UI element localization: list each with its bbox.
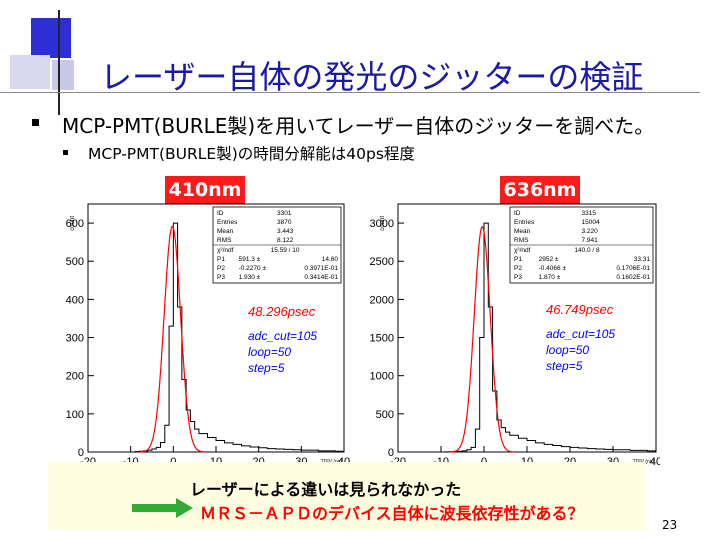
stats-key: Mean [514, 228, 531, 235]
y-tick-label: 0 [78, 447, 84, 459]
y-tick-label: 2500 [370, 256, 394, 268]
stats-error: 0.3971E-01 [304, 265, 338, 272]
histogram-410nm: 0100200300400500600-20-10010203040countT… [66, 203, 350, 468]
slide-title: レーザー自体の発光のジッターの検証 [100, 58, 644, 96]
stats-value: 8.122 [277, 237, 294, 244]
cut-parameter-label: step=5 [546, 359, 583, 373]
stats-value: 1.870 ± [539, 274, 561, 281]
y-tick-label: 200 [66, 371, 84, 383]
wavelength-tag-410: 410nm [165, 176, 245, 204]
y-axis-label: count [70, 216, 76, 231]
y-tick-label: 3000 [370, 218, 394, 230]
conclusion-line-1: レーザーによる違いは見られなかった [190, 480, 462, 499]
stats-key: ID [514, 210, 521, 217]
stats-error: 0.3414E-01 [304, 274, 338, 281]
y-tick-label: 500 [66, 256, 84, 268]
stats-value: 140.0 / 8 [574, 247, 600, 254]
bullet-marker [32, 119, 39, 126]
stats-key: χ²/ndf [514, 247, 531, 254]
sub-bullet-1: MCP-PMT(BURLE製)の時間分解能は40ps程度 [88, 145, 415, 163]
stats-value: 3301 [277, 210, 292, 217]
stats-value: 2952 ± [539, 256, 559, 263]
stats-key: P1 [514, 256, 522, 263]
stats-value: 7.941 [582, 237, 599, 244]
y-tick-label: 1500 [370, 333, 394, 345]
stats-key: Mean [217, 228, 234, 235]
conclusion-line-2: ＭＲＳ－ＡＰＤのデバイス自体に波長依存性がある？ [200, 504, 584, 523]
stats-value: 3.443 [277, 228, 294, 235]
bullet-1: MCP-PMT(BURLE製)を用いてレーザー自体のジッターを調べた。 [62, 114, 655, 138]
green-arrow-icon [132, 498, 193, 518]
histogram-636nm: 050010001500200025003000-20-10010203040c… [370, 203, 660, 468]
stats-value: 591.3 ± [239, 256, 261, 263]
stats-key: P3 [217, 274, 225, 281]
cut-parameter-label: loop=50 [248, 345, 291, 359]
decor-square-light [10, 55, 50, 89]
stats-key: P3 [514, 274, 522, 281]
stats-value: 1.930 ± [239, 274, 261, 281]
title-underline [0, 92, 700, 93]
cut-parameter-label: loop=50 [546, 343, 589, 357]
stats-value: 15004 [582, 219, 600, 226]
x-tick-label: 40 [650, 456, 660, 468]
conclusion-box [48, 462, 646, 530]
stats-key: Entries [514, 219, 535, 226]
stats-error: 0.1602E-01 [616, 274, 650, 281]
y-tick-label: 600 [66, 218, 84, 230]
stats-key: Entries [217, 219, 238, 226]
page-number: 23 [662, 518, 678, 532]
cut-parameter-label: step=5 [248, 361, 285, 375]
y-tick-label: 100 [66, 409, 84, 421]
stats-key: P1 [217, 256, 225, 263]
stats-key: P2 [217, 265, 225, 272]
decor-vertical-line [58, 10, 60, 115]
stats-value: 3870 [277, 219, 292, 226]
sub-bullet-marker [63, 150, 68, 155]
stats-value: -0.4066 ± [539, 265, 567, 272]
stats-key: χ²/ndf [217, 247, 234, 254]
histogram-series [130, 222, 344, 453]
gaussian-fit-curve [139, 225, 206, 453]
y-tick-label: 0 [388, 447, 394, 459]
stats-key: P2 [514, 265, 522, 272]
stats-error: 0.1706E-01 [616, 265, 650, 272]
stats-key: RMS [514, 237, 529, 244]
gaussian-fit-curve [450, 226, 515, 453]
stats-value: 3.220 [582, 228, 599, 235]
y-tick-label: 400 [66, 294, 84, 306]
stats-error: 14.60 [322, 256, 339, 263]
y-tick-label: 1000 [370, 371, 394, 383]
decor-square-blue [31, 18, 71, 58]
y-axis-label: count [380, 216, 386, 231]
stats-value: 15.59 / 10 [271, 247, 300, 254]
wavelength-tag-636: 636nm [500, 176, 580, 204]
y-tick-label: 300 [66, 333, 84, 345]
stats-key: ID [217, 210, 224, 217]
stats-key: RMS [217, 237, 232, 244]
stats-value: -0.2270 ± [239, 265, 267, 272]
y-tick-label: 2000 [370, 294, 394, 306]
time-resolution-label: 46.749psec [546, 302, 614, 317]
decor-square-pale [52, 60, 74, 90]
stats-value: 3315 [582, 210, 597, 217]
time-resolution-label: 48.296psec [248, 304, 316, 319]
y-tick-label: 500 [376, 409, 394, 421]
cut-parameter-label: adc_cut=105 [546, 327, 615, 341]
histogram-series [441, 222, 656, 453]
cut-parameter-label: adc_cut=105 [248, 329, 317, 343]
stats-error: 33.31 [634, 256, 651, 263]
